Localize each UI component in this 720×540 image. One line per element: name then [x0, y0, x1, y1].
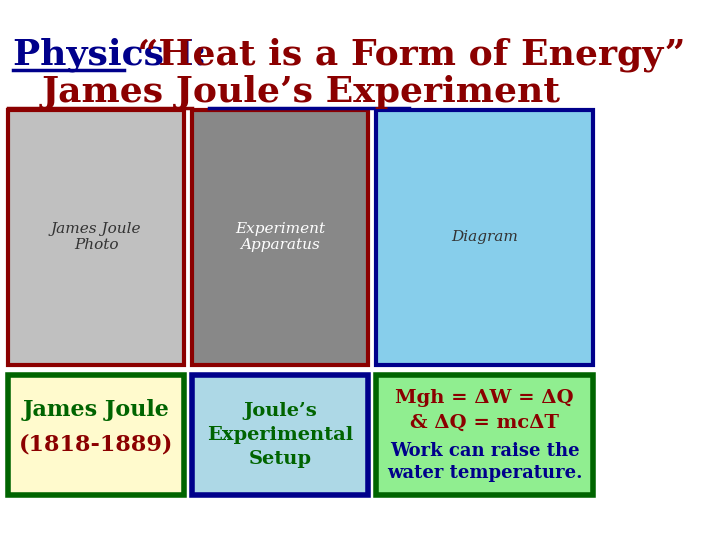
- Text: Physics I:: Physics I:: [12, 38, 207, 72]
- Text: James Joule
Photo: James Joule Photo: [51, 222, 141, 252]
- Text: Work can raise the
water temperature.: Work can raise the water temperature.: [387, 442, 582, 482]
- FancyBboxPatch shape: [9, 110, 184, 365]
- Text: James Joule’s Experiment: James Joule’s Experiment: [41, 75, 560, 109]
- FancyBboxPatch shape: [376, 110, 593, 365]
- Text: & ΔQ = mcΔT: & ΔQ = mcΔT: [410, 414, 559, 432]
- Text: “Heat is a Form of Energy”: “Heat is a Form of Energy”: [125, 38, 685, 72]
- Text: Diagram: Diagram: [451, 230, 518, 244]
- Text: Experiment
Apparatus: Experiment Apparatus: [235, 222, 325, 252]
- FancyBboxPatch shape: [192, 375, 367, 495]
- FancyBboxPatch shape: [192, 110, 367, 365]
- Text: (1818-1889): (1818-1889): [19, 434, 174, 456]
- Text: James Joule: James Joule: [22, 399, 169, 421]
- FancyBboxPatch shape: [376, 375, 593, 495]
- Text: Mgh = ΔW = ΔQ: Mgh = ΔW = ΔQ: [395, 389, 574, 407]
- FancyBboxPatch shape: [9, 375, 184, 495]
- Text: Joule’s
Experimental
Setup: Joule’s Experimental Setup: [207, 402, 353, 468]
